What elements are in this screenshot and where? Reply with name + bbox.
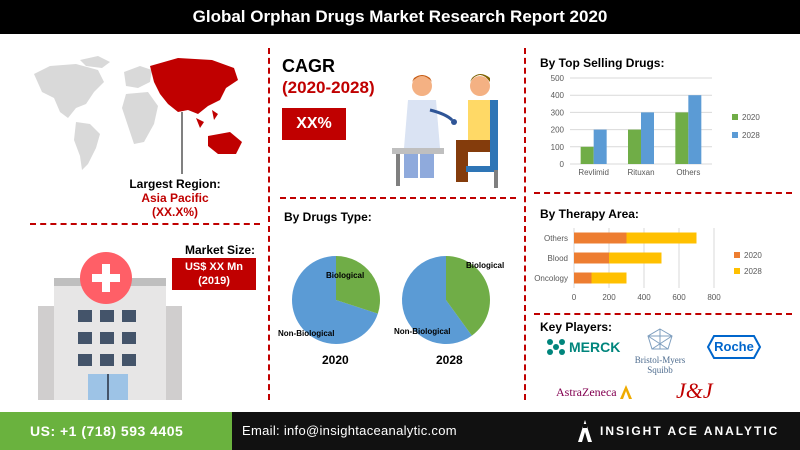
roche-logo: Roche bbox=[706, 334, 762, 360]
divider-right bbox=[524, 48, 526, 400]
hospital-icon bbox=[38, 252, 182, 400]
x-tick-label: 600 bbox=[672, 293, 686, 302]
bar-2028 bbox=[641, 112, 654, 164]
merck-logo-text: MERCK bbox=[569, 339, 621, 355]
bms-logo: Bristol-Myers Squibb bbox=[622, 328, 698, 375]
market-size-box: US$ XX Mn (2019) bbox=[172, 258, 256, 290]
footer-phone[interactable]: US: +1 (718) 593 4405 bbox=[0, 412, 232, 450]
footer-brand: INSIGHT ACE ANALYTIC bbox=[600, 424, 780, 438]
pie-year-2020: 2020 bbox=[322, 353, 349, 367]
legend-label: 2028 bbox=[744, 267, 762, 276]
x-category-label: Rituxan bbox=[627, 168, 654, 177]
y-category-label: Others bbox=[544, 234, 568, 243]
divider-right-h2 bbox=[534, 313, 792, 315]
divider-mid-h bbox=[280, 197, 516, 199]
drugs-type-heading: By Drugs Type: bbox=[284, 210, 372, 224]
legend-swatch bbox=[732, 114, 738, 120]
pie-year-2028: 2028 bbox=[436, 353, 463, 367]
bar-segment-2020 bbox=[574, 272, 592, 284]
y-tick-label: 500 bbox=[551, 74, 565, 83]
bar-segment-2028 bbox=[591, 272, 627, 284]
x-tick-label: 0 bbox=[572, 293, 577, 302]
page-title: Global Orphan Drugs Market Research Repo… bbox=[0, 0, 800, 34]
bar-2028 bbox=[593, 129, 607, 164]
therapy-area-bar-chart: 0 200 400 600 800 Others Blood Oncology 2020 2028 bbox=[534, 228, 762, 302]
asia-pacific-region bbox=[150, 58, 238, 114]
bar-2020 bbox=[580, 146, 594, 164]
divider-left-h bbox=[30, 223, 260, 225]
legend-swatch bbox=[732, 132, 738, 138]
x-tick-label: 400 bbox=[637, 293, 651, 302]
market-size-label: Market Size: bbox=[184, 243, 256, 257]
bms-icon bbox=[647, 328, 673, 350]
largest-region-name: Asia Pacific bbox=[141, 191, 209, 205]
y-tick-label: 200 bbox=[551, 126, 565, 135]
cagr-period: (2020-2028) bbox=[282, 78, 375, 97]
merck-icon bbox=[547, 339, 565, 355]
divider-left bbox=[268, 48, 270, 400]
pie-slice-biological bbox=[446, 256, 490, 336]
cagr-label: CAGR bbox=[282, 56, 335, 76]
bar-segment-2028 bbox=[626, 232, 697, 244]
therapy-area-heading: By Therapy Area: bbox=[540, 207, 639, 221]
pie-label-non-biological: Non-Biological bbox=[278, 329, 334, 338]
pie-slice-non-biological bbox=[401, 256, 472, 344]
pie-label-non-biological: Non-Biological bbox=[394, 327, 450, 336]
bar-segment-2020 bbox=[574, 232, 627, 244]
legend-label: 2028 bbox=[742, 131, 760, 140]
top-selling-heading: By Top Selling Drugs: bbox=[540, 56, 665, 70]
drugs-type-pies: Biological Non-Biological Biological Non-Bi… bbox=[278, 256, 504, 344]
roche-logo-text: Roche bbox=[714, 339, 754, 354]
legend-label: 2020 bbox=[744, 251, 762, 260]
astrazeneca-logo: AstraZeneca bbox=[556, 384, 633, 400]
y-category-label: Blood bbox=[548, 254, 568, 263]
pie-label-biological: Biological bbox=[326, 271, 364, 280]
pie-slice-biological bbox=[336, 256, 380, 314]
market-size-year: (2019) bbox=[198, 275, 230, 287]
cagr-value-box: XX% bbox=[282, 108, 346, 140]
legend-label: 2020 bbox=[742, 113, 760, 122]
merck-logo: MERCK bbox=[546, 338, 620, 356]
pie-label-biological: Biological bbox=[466, 261, 504, 270]
bar-segment-2028 bbox=[609, 252, 662, 264]
y-category-label: Oncology bbox=[534, 274, 568, 283]
footer-email[interactable]: Email: info@insightaceanalytic.com bbox=[242, 423, 457, 438]
footer-bar: Email: info@insightaceanalytic.com INSIG… bbox=[232, 412, 800, 450]
divider-right-h1 bbox=[534, 192, 792, 194]
x-category-label: Others bbox=[676, 168, 700, 177]
key-players-heading: Key Players: bbox=[540, 320, 613, 334]
legend-swatch bbox=[734, 268, 740, 274]
x-category-label: Revlimid bbox=[578, 168, 609, 177]
astrazeneca-logo-text: AstraZeneca bbox=[556, 384, 617, 399]
astrazeneca-icon bbox=[619, 385, 632, 399]
bar-2020 bbox=[675, 112, 689, 164]
bar-2020 bbox=[628, 129, 641, 164]
doctor-patient-illustration bbox=[392, 74, 498, 188]
top-selling-bar-chart: 0 100 200 300 400 500 Revlimid Rituxan Others 202… bbox=[551, 74, 761, 177]
bms-logo-text: Bristol-Myers Squibb bbox=[634, 355, 686, 375]
largest-region-value: (XX.X%) bbox=[151, 205, 198, 219]
bar-segment-2020 bbox=[574, 252, 609, 264]
roche-hexagon-icon bbox=[706, 335, 762, 359]
bar-2028 bbox=[688, 95, 702, 164]
pie-slice-non-biological bbox=[292, 256, 378, 344]
jnj-logo-text: J&J bbox=[676, 378, 713, 403]
market-size-value: US$ XX Mn bbox=[184, 261, 244, 273]
y-tick-label: 100 bbox=[551, 143, 565, 152]
y-tick-label: 0 bbox=[560, 160, 565, 169]
x-tick-label: 200 bbox=[602, 293, 616, 302]
insight-ace-logo-icon bbox=[578, 420, 592, 442]
world-map bbox=[34, 56, 242, 174]
jnj-logo: J&J bbox=[676, 378, 713, 404]
largest-region-label: Largest Region: bbox=[129, 177, 221, 191]
y-tick-label: 300 bbox=[551, 108, 565, 117]
y-tick-label: 400 bbox=[551, 91, 565, 100]
legend-swatch bbox=[734, 252, 740, 258]
x-tick-label: 800 bbox=[707, 293, 721, 302]
